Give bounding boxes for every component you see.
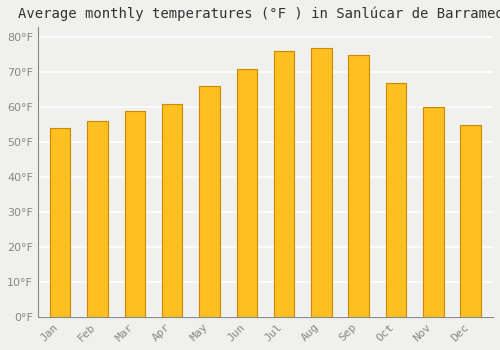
Bar xyxy=(199,86,220,317)
Bar xyxy=(460,125,481,317)
Bar xyxy=(87,121,108,317)
Bar xyxy=(311,48,332,317)
Bar xyxy=(50,128,70,317)
Bar xyxy=(348,55,369,317)
Bar xyxy=(124,111,145,317)
Bar xyxy=(274,51,294,317)
Title: Average monthly temperatures (°F ) in Sanlúcar de Barrameda: Average monthly temperatures (°F ) in Sa… xyxy=(18,7,500,21)
Bar xyxy=(236,69,257,317)
Bar xyxy=(386,83,406,317)
Bar xyxy=(423,107,444,317)
Bar xyxy=(162,104,182,317)
